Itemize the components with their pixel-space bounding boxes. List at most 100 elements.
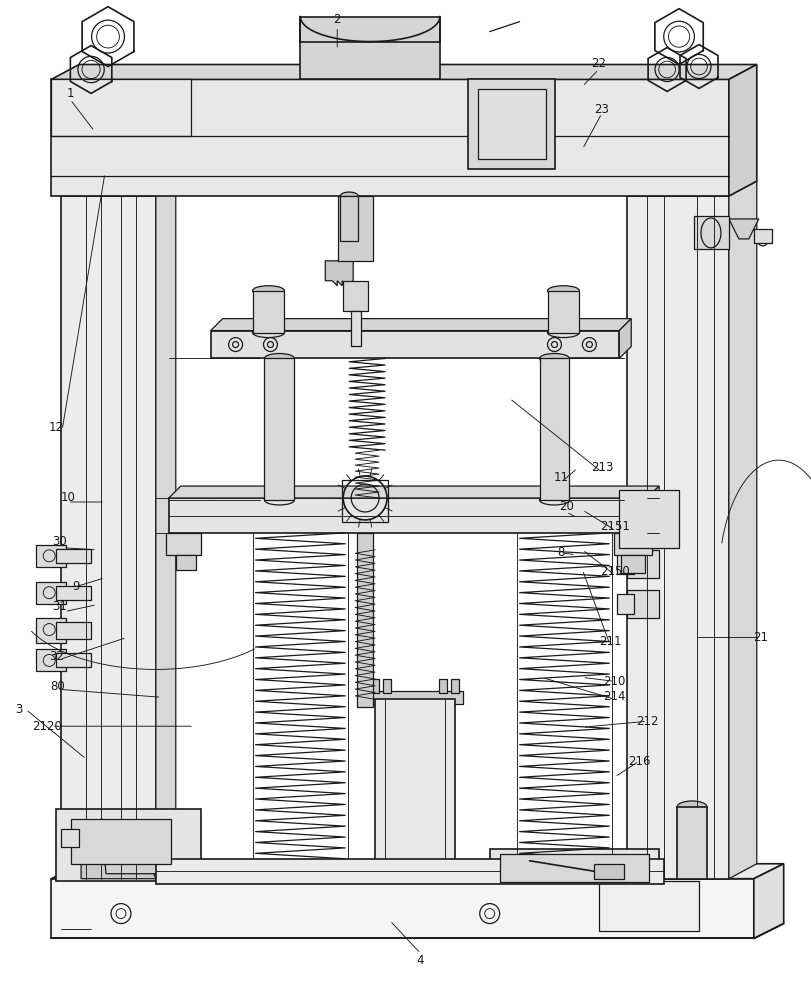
Ellipse shape [340,192,358,200]
Bar [252,291,284,333]
Polygon shape [693,216,728,249]
Ellipse shape [676,801,706,813]
Text: 32: 32 [49,650,64,663]
Polygon shape [56,549,91,563]
Bar [619,490,678,548]
Polygon shape [36,582,66,604]
Bar [350,311,361,346]
Polygon shape [51,79,191,136]
Polygon shape [210,331,619,358]
Bar [547,291,579,333]
Bar [499,854,648,882]
Text: 4: 4 [416,954,424,967]
Ellipse shape [252,286,284,296]
Polygon shape [626,550,659,578]
Bar [175,555,195,570]
Text: 8: 8 [557,546,564,559]
Text: 11: 11 [553,471,569,484]
Polygon shape [56,653,91,667]
Polygon shape [156,184,175,879]
Text: 210: 210 [603,675,625,688]
Text: 2: 2 [333,13,341,26]
Polygon shape [56,586,91,600]
Text: 12: 12 [49,421,64,434]
Bar [71,819,170,864]
Bar [375,699,454,874]
Bar [357,533,372,707]
Bar [343,281,367,311]
Text: 216: 216 [627,755,650,768]
Polygon shape [325,261,353,286]
Text: 3: 3 [15,703,23,716]
Polygon shape [616,554,633,574]
Bar [371,679,379,693]
Bar [338,196,372,261]
Polygon shape [51,79,728,196]
Polygon shape [753,864,783,938]
Text: 211: 211 [598,635,620,648]
Polygon shape [300,17,440,79]
Text: 214: 214 [603,690,625,703]
Polygon shape [728,64,756,196]
Bar [439,679,446,693]
Bar [676,807,706,879]
Text: 2151: 2151 [599,520,629,533]
Bar [165,533,200,555]
Polygon shape [51,864,783,879]
Text: 30: 30 [52,535,67,548]
Polygon shape [169,486,659,498]
Text: 2150: 2150 [599,565,629,578]
Text: 9: 9 [72,580,79,593]
Polygon shape [169,498,646,533]
Polygon shape [56,622,91,639]
Text: 22: 22 [590,57,605,70]
Text: 2120: 2120 [32,720,62,733]
Polygon shape [210,319,630,331]
Text: 213: 213 [590,461,612,474]
Polygon shape [728,219,757,239]
Polygon shape [616,594,633,614]
Polygon shape [509,859,599,881]
Bar [614,533,651,555]
Bar [341,480,388,522]
Polygon shape [51,879,753,938]
Ellipse shape [375,692,454,706]
Bar [753,229,770,243]
Polygon shape [81,834,156,879]
Bar [620,555,645,573]
Text: 80: 80 [50,680,66,693]
Bar [599,881,698,931]
Bar [383,679,391,693]
Ellipse shape [547,286,579,296]
Text: 23: 23 [594,103,608,116]
Bar [467,79,555,169]
Polygon shape [61,196,156,879]
Text: 212: 212 [635,715,658,728]
Text: 1: 1 [67,87,74,100]
Polygon shape [619,319,630,358]
Bar [264,358,294,500]
Polygon shape [626,196,728,879]
Bar [61,829,79,847]
Ellipse shape [264,354,294,363]
Bar [340,196,358,241]
Polygon shape [367,691,462,704]
Polygon shape [728,181,756,879]
Polygon shape [51,64,756,79]
Polygon shape [36,649,66,671]
Bar [477,89,545,159]
Bar [594,864,624,879]
Polygon shape [626,590,659,618]
Bar [156,859,663,884]
Polygon shape [36,618,66,643]
Bar [539,358,569,500]
Polygon shape [646,486,659,533]
Polygon shape [101,819,165,874]
Polygon shape [56,809,200,881]
Ellipse shape [539,354,569,363]
Text: 31: 31 [52,600,67,613]
Bar [450,679,458,693]
Text: 10: 10 [60,491,75,504]
Polygon shape [36,545,66,567]
Polygon shape [489,849,659,881]
